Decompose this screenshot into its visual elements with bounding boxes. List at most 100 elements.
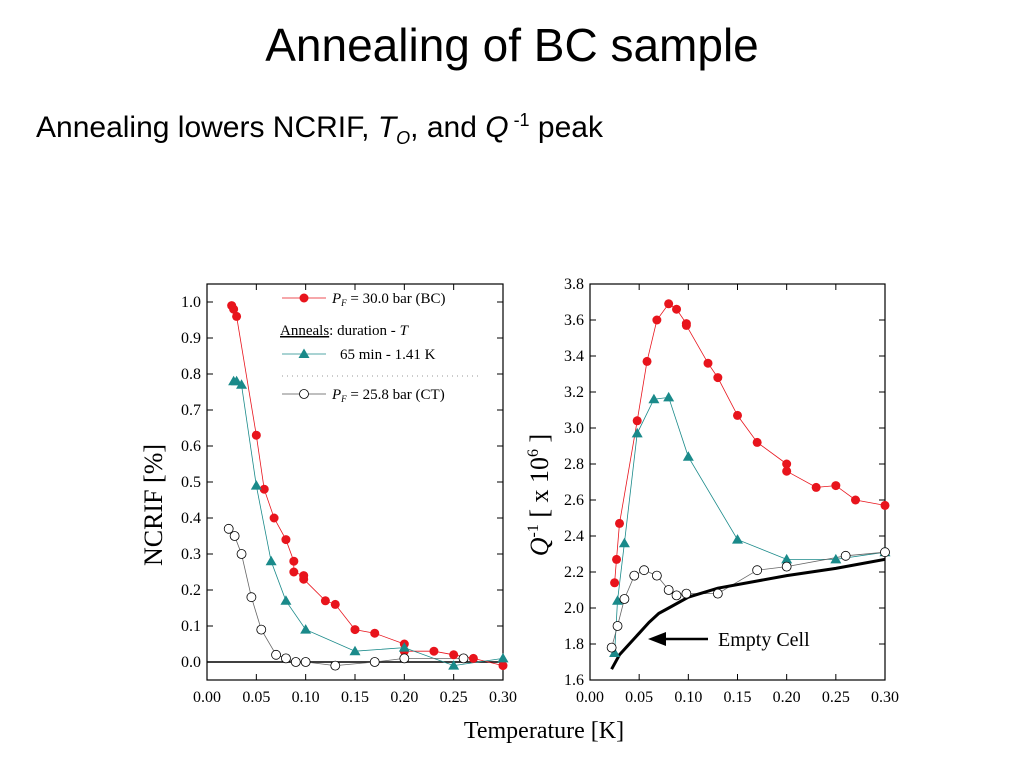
qinv-series-line (614, 303, 885, 583)
shared-xlabel: Temperature [K] (464, 718, 624, 744)
qinv-point-open (880, 547, 890, 558)
ncrif-series-line (228, 528, 464, 667)
ncrif-xtick-label: 0.05 (242, 689, 270, 706)
ncrif-xtick-label: 0.25 (440, 689, 468, 706)
legend-anneals: Anneals: duration - T (280, 323, 410, 339)
qinv-point-open (629, 570, 640, 581)
qinv-ytick-label: 1.6 (564, 672, 584, 689)
q-inverse-chart: 0.00 0.05 0.10 0.15 0.20 0.25 0.30 1.6 1.8 2.0 2.2… (564, 276, 899, 706)
ncrif-point-open (399, 653, 410, 664)
q-ylabel-rest: [ x 10 (525, 457, 554, 524)
ncrif-point-open (236, 549, 247, 559)
qinv-series-line (610, 557, 885, 670)
ncrif-point-open (458, 653, 469, 664)
q-inverse-ylabel: Q-1 [ x 106 ] (525, 434, 554, 556)
qinv-ytick-label: 3.0 (564, 420, 584, 437)
qinv-point-teal (682, 451, 694, 461)
qinv-xtick-label: 0.10 (674, 689, 702, 706)
qinv-point-teal (631, 427, 643, 438)
ncrif-point-teal (398, 642, 410, 652)
ncrif-point-open (256, 624, 267, 635)
qinv-ytick-label: 3.4 (564, 348, 584, 365)
qinv-point-red (782, 459, 792, 469)
qinv-point-open (752, 565, 763, 576)
ncrif-point-teal (497, 652, 509, 663)
subtitle-q-sup: -1 (508, 110, 530, 130)
qinv-point-open (840, 550, 851, 561)
qinv-point-red (782, 466, 792, 476)
qinv-ytick-label: 2.4 (564, 528, 584, 545)
qinv-xtick-label: 0.15 (724, 689, 752, 706)
q-ylabel-sup: -1 (525, 524, 542, 537)
qinv-ytick-label: 2.0 (564, 600, 584, 617)
ncrif-ytick-label: 0.1 (181, 618, 201, 635)
qinv-point-open (612, 621, 623, 631)
ncrif-point-teal (448, 660, 460, 670)
qinv-xtick-label: 0.25 (822, 689, 850, 706)
ncrif-point-red (429, 646, 439, 656)
qinv-plot-frame (589, 283, 886, 681)
ncrif-ytick-label: 0.4 (181, 510, 201, 527)
empty-cell-arrowhead (648, 632, 666, 646)
slide-title: Annealing of BC sample (265, 19, 759, 71)
qinv-point-red (652, 315, 662, 325)
legend-marker-open (299, 389, 309, 399)
ncrif-point-teal (265, 555, 277, 566)
qinv-point-teal (612, 595, 624, 605)
ncrif-point-teal (231, 375, 243, 386)
ncrif-point-red (251, 430, 261, 440)
qinv-point-red (615, 518, 624, 528)
ncrif-xtick-label: 0.30 (489, 689, 517, 706)
ncrif-point-teal (300, 624, 312, 634)
subtitle-t-sub: O (396, 128, 411, 148)
ncrif-ytick-label: 0.6 (181, 438, 201, 455)
qinv-point-open (671, 590, 682, 601)
qinv-point-open (781, 561, 792, 572)
ncrif-ytick-label: 0.0 (181, 654, 201, 671)
slide-subtitle: Annealing lowers NCRIF, TO, and Q -1 pea… (36, 110, 603, 149)
ncrif-point-red (370, 628, 380, 638)
legend-entry-bc-rest: = 30.0 bar (BC) (347, 291, 446, 307)
ncrif-ytick-label: 0.9 (181, 330, 201, 347)
ncrif-ytick-label: 0.8 (181, 366, 201, 383)
ncrif-point-open (369, 657, 380, 667)
qinv-point-red (831, 481, 841, 491)
legend-entry-ct: PF = 25.8 bar (CT) (331, 387, 445, 404)
qinv-point-red (703, 358, 713, 368)
ncrif-point-red (269, 513, 279, 523)
ncrif-point-open (246, 592, 257, 603)
ncrif-point-red (449, 650, 459, 660)
ncrif-point-red (320, 596, 330, 606)
qinv-point-red (664, 299, 674, 309)
ncrif-chart: 0.00 0.05 0.10 0.15 0.20 0.25 0.30 0.0 0.1 0.2 0.3… (181, 283, 517, 706)
qinv-point-teal (618, 537, 630, 548)
qinv-point-teal (732, 534, 743, 544)
ncrif-point-open (330, 660, 341, 671)
qinv-point-red (733, 410, 742, 420)
ncrif-point-open (229, 531, 240, 541)
qinv-point-teal (781, 553, 793, 564)
qinv-ytick-label: 2.6 (564, 492, 584, 509)
qinv-point-teal (663, 391, 675, 402)
qinv-point-red (612, 554, 622, 564)
qinv-point-red (632, 416, 642, 426)
ncrif-point-open (223, 523, 234, 534)
legend-entry-65min: 65 min - 1.41 K (340, 347, 436, 363)
qinv-ytick-label: 2.8 (564, 456, 584, 473)
legend-marker-teal (298, 348, 310, 358)
ncrif-ytick-label: 0.3 (181, 546, 201, 563)
legend-entry-bc-sub: F (340, 298, 347, 308)
qinv-ytick-label: 3.6 (564, 312, 584, 329)
qinv-xtick-label: 0.30 (871, 689, 899, 706)
ncrif-xtick-label: 0.20 (390, 689, 418, 706)
qinv-ytick-label: 2.2 (564, 564, 584, 581)
legend-entry-ct-rest: = 25.8 bar (CT) (347, 387, 445, 403)
qinv-series-group (610, 303, 885, 670)
ncrif-point-open (271, 649, 281, 660)
ncrif-point-teal (250, 480, 262, 490)
qinv-point-teal (609, 647, 621, 657)
qinv-point-red (681, 320, 691, 330)
qinv-point-red (851, 495, 860, 505)
qinv-point-open (639, 565, 649, 576)
